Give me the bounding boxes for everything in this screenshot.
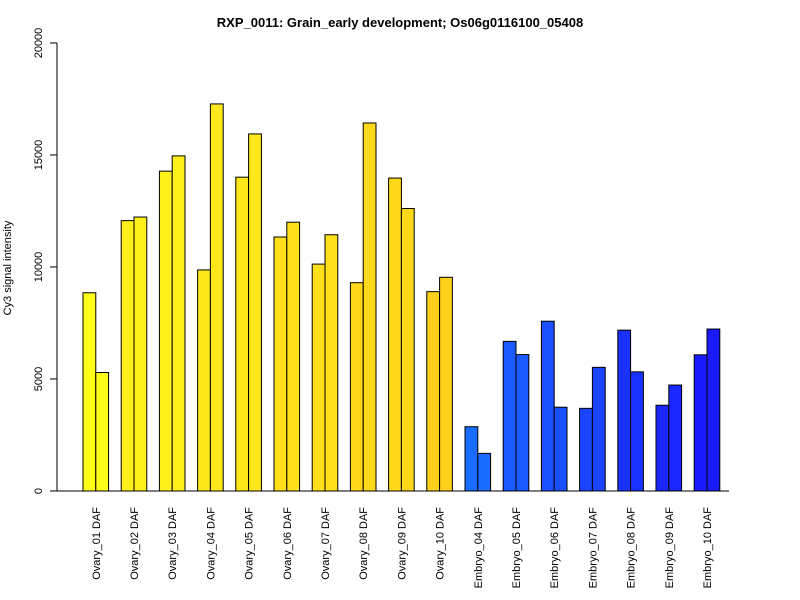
x-tick-label: Ovary_07 DAF bbox=[320, 507, 332, 580]
bar bbox=[82, 292, 97, 492]
x-tick-label: Ovary_08 DAF bbox=[358, 507, 370, 580]
x-tick-label: Ovary_10 DAF bbox=[435, 507, 447, 580]
bar bbox=[400, 208, 415, 492]
x-tick-label: Embryo_05 DAF bbox=[511, 507, 523, 589]
bar bbox=[693, 354, 708, 492]
bar bbox=[464, 426, 479, 492]
x-tick-label: Embryo_04 DAF bbox=[473, 507, 485, 589]
x-tick-label: Ovary_02 DAF bbox=[129, 507, 141, 580]
x-tick-label: Ovary_03 DAF bbox=[167, 507, 179, 580]
bar bbox=[502, 340, 517, 492]
y-tick-label: 15000 bbox=[33, 140, 45, 171]
bar bbox=[120, 220, 135, 492]
bar bbox=[324, 234, 339, 492]
bar bbox=[286, 221, 301, 492]
bar bbox=[133, 216, 148, 492]
chart-title: RXP_0011: Grain_early development; Os06g… bbox=[217, 15, 583, 30]
bar bbox=[553, 406, 568, 492]
bar bbox=[655, 404, 670, 492]
x-tick-label: Ovary_09 DAF bbox=[396, 507, 408, 580]
bar bbox=[477, 452, 492, 492]
x-tick-label: Embryo_06 DAF bbox=[549, 507, 561, 589]
x-tick-label: Ovary_01 DAF bbox=[91, 507, 103, 580]
x-tick-label: Ovary_04 DAF bbox=[205, 507, 217, 580]
bar bbox=[349, 282, 364, 492]
y-axis-label: Cy3 signal intensity bbox=[2, 220, 14, 315]
bar bbox=[515, 354, 530, 492]
bar bbox=[668, 384, 683, 492]
bar bbox=[540, 320, 555, 492]
bar bbox=[426, 291, 441, 492]
x-tick-label: Ovary_06 DAF bbox=[282, 507, 294, 580]
x-tick-label: Ovary_05 DAF bbox=[244, 507, 256, 580]
x-axis: Ovary_01 DAF Ovary_02 DAF Ovary_03 DAF Ovar… bbox=[57, 490, 729, 589]
bar bbox=[591, 366, 606, 492]
bar bbox=[579, 407, 593, 492]
y-axis: 0 5000 10000 15000 20000 bbox=[33, 28, 58, 494]
bar bbox=[439, 276, 453, 492]
x-tick-label: Embryo_08 DAF bbox=[626, 507, 638, 589]
y-tick-label: 20000 bbox=[33, 28, 45, 59]
bar bbox=[706, 328, 721, 492]
bar bbox=[630, 371, 644, 492]
bar bbox=[158, 170, 173, 492]
x-tick-label: Embryo_09 DAF bbox=[664, 507, 676, 589]
x-tick-label: Embryo_10 DAF bbox=[702, 507, 714, 589]
bar bbox=[617, 329, 632, 492]
bar bbox=[209, 103, 224, 492]
bar bbox=[197, 269, 211, 492]
bar bbox=[388, 177, 402, 492]
bar bbox=[362, 122, 377, 492]
bar bbox=[248, 133, 262, 492]
x-tick-label: Embryo_07 DAF bbox=[587, 507, 599, 589]
y-tick-label: 10000 bbox=[33, 252, 45, 283]
bars bbox=[82, 103, 721, 492]
bar bbox=[273, 236, 288, 492]
bar bbox=[95, 372, 110, 492]
bar bbox=[171, 155, 186, 492]
y-tick-label: 5000 bbox=[33, 367, 45, 391]
bar bbox=[311, 263, 326, 492]
y-tick-label: 0 bbox=[33, 488, 45, 494]
bar bbox=[235, 176, 250, 492]
